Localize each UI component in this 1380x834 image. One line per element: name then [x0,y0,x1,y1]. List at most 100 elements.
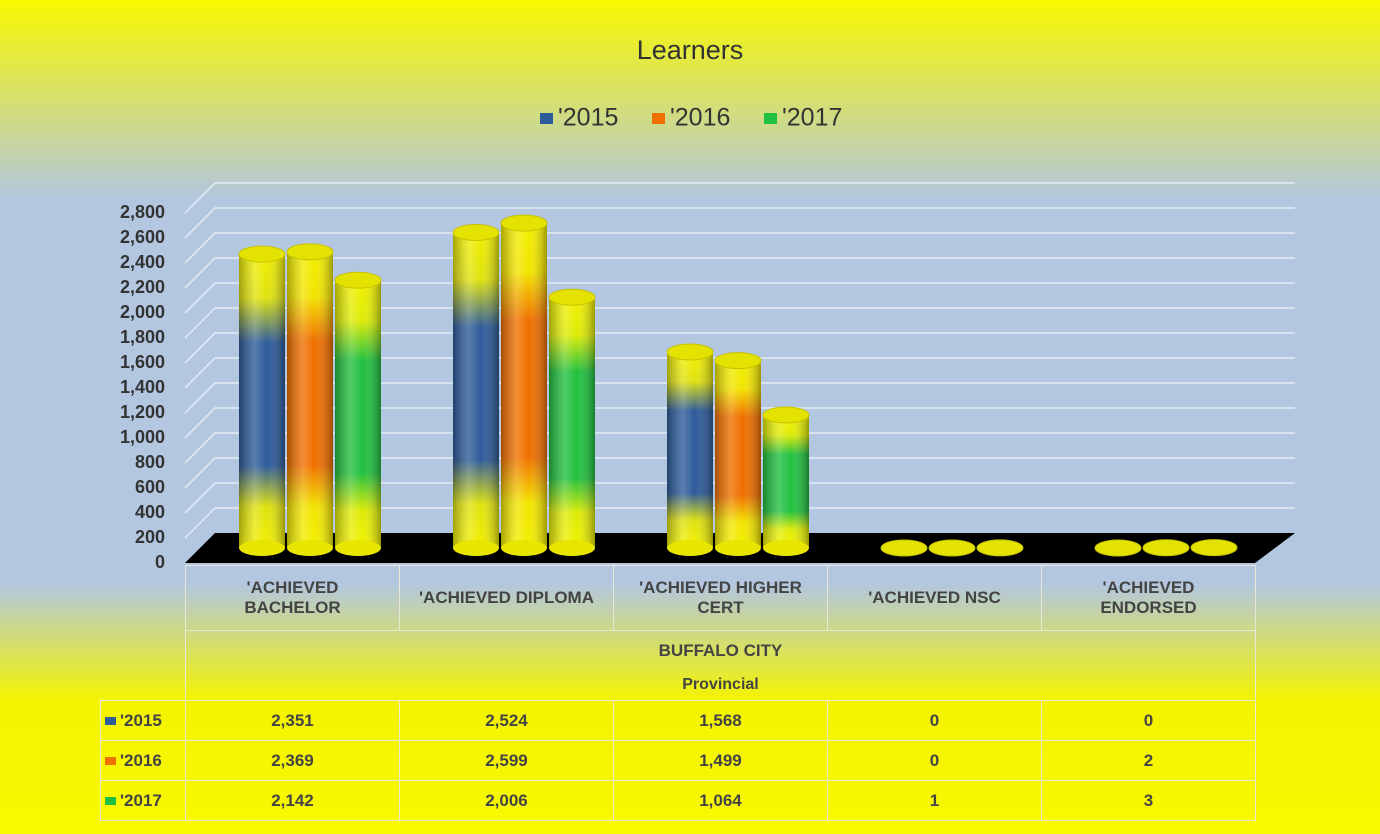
data-label: 0 [827,700,1042,741]
bar-base [287,540,333,556]
bar-cap [500,214,548,232]
y-tick-label: 1,800 [120,327,165,347]
y-tick-label: 800 [135,452,165,472]
data-label: 2,599 [399,740,614,781]
bar-cap [452,224,500,241]
bar-cap [880,539,928,557]
chart-title: Learners [637,35,744,65]
y-tick-label: 600 [135,477,165,497]
table-row: '2016 2,369 2,599 1,499 0 2 [100,740,1256,781]
legend-swatch [105,757,116,766]
table-row: Provincial [101,670,1256,701]
bar-base [549,540,595,556]
y-tick-label: 1,600 [120,352,165,372]
group-label: Provincial [185,670,1256,701]
bar-cap [762,406,810,424]
table-row: '2015 2,351 2,524 1,568 0 0 [100,700,1256,741]
data-label: 1 [827,780,1042,821]
x-tick-label: 'ACHIEVED BACHELOR [185,565,400,631]
legend-label: '2017 [120,790,162,810]
bar-cap [548,288,596,306]
y-tick-label: 1,200 [120,402,165,422]
grid-line [184,232,1295,264]
data-label: 1,499 [613,740,828,781]
legend-label: '2016 [670,104,730,132]
bar-cap [334,271,382,289]
grid-line [184,207,1295,239]
legend-label: '2015 [120,710,162,730]
grid-line [184,382,1295,414]
data-label: 3 [1041,780,1256,821]
bar-shade [501,223,547,548]
blank-cell [101,671,186,701]
legend-swatch [652,113,665,124]
data-label: 0 [1041,700,1256,741]
bar-cap [928,539,976,557]
grid-line [184,432,1295,464]
grid-line [184,357,1295,389]
bar-cap [1094,539,1142,557]
bar-base [667,540,713,556]
legend-label: '2015 [558,104,618,132]
bar-base [453,540,499,556]
y-tick-label: 2,600 [120,227,165,247]
grid-line [184,257,1295,289]
bar-base [715,540,761,556]
blank-cell [101,631,186,671]
y-tick-label: 200 [135,527,165,547]
data-label: 1,568 [613,700,828,741]
table-row: BUFFALO CITY [101,630,1256,671]
bar-shade [763,415,809,548]
data-table: 'ACHIEVED BACHELOR 'ACHIEVED DIPLOMA 'ACHI… [100,565,1256,821]
legend-swatch [540,113,553,124]
data-label: 2,369 [185,740,400,781]
grid-line [184,457,1295,489]
y-tick-label: 0 [155,552,165,572]
bar-cap [1142,539,1190,557]
bar-shade [239,254,285,548]
bar-cap [714,352,762,370]
bar-shade [667,352,713,548]
grid-line [184,332,1295,364]
bar-cap [238,245,286,263]
bar-base [501,540,547,556]
bar-shade [335,280,381,548]
legend-label: '2016 [120,750,162,770]
bar-shade [453,232,499,548]
y-tick-label: 400 [135,502,165,522]
legend-key: '2017 [100,780,186,821]
table-row: '2017 2,142 2,006 1,064 1 3 [100,780,1256,821]
data-label: 1,064 [613,780,828,821]
y-tick-label: 1,400 [120,377,165,397]
bar-cap [976,539,1024,557]
x-tick-label: 'ACHIEVED HIGHER CERT [613,565,828,631]
x-tick-label: 'ACHIEVED NSC [827,565,1042,631]
bar-base [763,540,809,556]
x-tick-label: 'ACHIEVED ENDORSED [1041,565,1256,631]
table-row: 'ACHIEVED BACHELOR 'ACHIEVED DIPLOMA 'ACHI… [101,565,1256,631]
grid-line [184,482,1295,514]
data-label: 2,524 [399,700,614,741]
bar-base [239,540,285,556]
legend-key: '2016 [100,740,186,781]
bar-shade [715,360,761,548]
legend-swatch [764,113,777,124]
blank-cell [101,566,186,631]
grid-line [184,282,1295,314]
data-label: 2,351 [185,700,400,741]
grid-line [184,307,1295,339]
x-tick-label: 'ACHIEVED DIPLOMA [399,565,614,631]
legend-key: '2015 [100,700,186,741]
y-tick-label: 2,400 [120,252,165,272]
data-label: 2,006 [399,780,614,821]
y-tick-label: 2,800 [120,202,165,222]
legend-swatch [105,717,116,726]
legend-swatch [105,797,116,806]
bar-cap [666,343,714,361]
group-label: BUFFALO CITY [185,630,1256,671]
grid-line [184,407,1295,439]
legend-label: '2017 [782,104,842,132]
bar-base [335,540,381,556]
data-label: 0 [827,740,1042,781]
y-tick-label: 2,200 [120,277,165,297]
